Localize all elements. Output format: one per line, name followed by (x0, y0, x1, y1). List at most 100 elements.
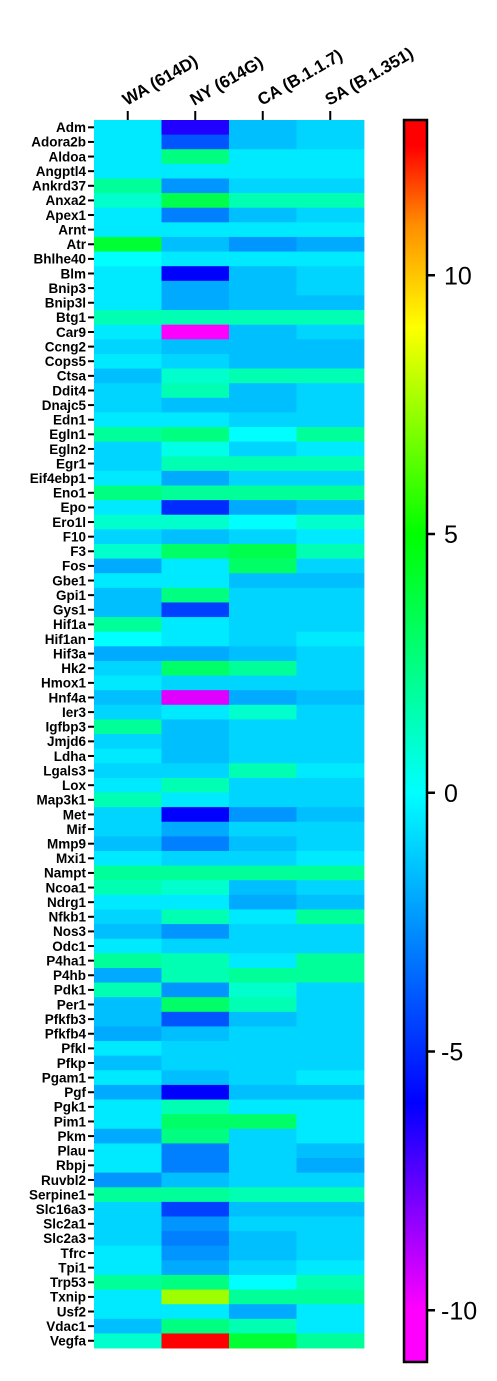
heatmap-cell (161, 967, 230, 983)
row-label: Ier3 (62, 705, 87, 720)
heatmap-cell (296, 543, 365, 559)
row-label: Trp53 (50, 1275, 87, 1290)
heatmap-cell (296, 734, 365, 750)
heatmap-cell (94, 383, 162, 399)
heatmap-cell (161, 573, 230, 589)
heatmap-cell (161, 456, 230, 472)
heatmap-cell (161, 646, 230, 662)
heatmap-cell (94, 1231, 162, 1247)
column-labels: WA (614D)NY (614G)CA (B.1.1.7)SA (B.1.35… (119, 44, 417, 120)
heatmap-cell (94, 938, 162, 954)
heatmap-cell (229, 953, 297, 969)
row-label: Bnip3 (48, 281, 86, 296)
heatmap-cell (161, 982, 230, 998)
row-label: Egr1 (56, 456, 87, 471)
heatmap-cell (296, 456, 365, 472)
heatmap-cell (229, 1216, 297, 1232)
row-label: Pfkfb4 (45, 1027, 87, 1042)
colorbar-tick-label: -5 (441, 1039, 463, 1067)
heatmap-cell (94, 967, 162, 983)
heatmap-cell (229, 1026, 297, 1042)
row-label: Serpine1 (29, 1187, 87, 1202)
row-label: Angptl4 (36, 164, 87, 179)
heatmap-cell (94, 441, 162, 457)
row-label: Aldoa (48, 149, 86, 164)
heatmap-cell (161, 1187, 230, 1203)
heatmap-cell (229, 120, 297, 136)
heatmap-cell (94, 1055, 162, 1071)
heatmap-cell (229, 1187, 297, 1203)
heatmap-cell (94, 134, 162, 150)
heatmap-cell (229, 1318, 297, 1334)
heatmap-cell (296, 602, 365, 618)
heatmap-cell (229, 894, 297, 910)
heatmap-cell (229, 266, 297, 282)
heatmap-cell (94, 397, 162, 413)
row-label: Eno1 (53, 486, 86, 501)
heatmap-cell (94, 120, 162, 136)
heatmap-cell (161, 1041, 230, 1057)
heatmap-cell (94, 178, 162, 194)
heatmap-cell (229, 543, 297, 559)
heatmap-cell (229, 821, 297, 837)
heatmap-cell (229, 660, 297, 676)
heatmap-cell (296, 295, 365, 311)
heatmap-cell (94, 646, 162, 662)
heatmap-cell (296, 924, 365, 940)
heatmap-cell (229, 353, 297, 369)
heatmap-cell (296, 178, 365, 194)
heatmap-cell (296, 1333, 365, 1349)
heatmap-cell (229, 339, 297, 355)
heatmap-cell (161, 134, 230, 150)
heatmap-cell (161, 1055, 230, 1071)
heatmap-cell (296, 1172, 365, 1188)
heatmap-cell (161, 324, 230, 340)
heatmap-cell (229, 207, 297, 223)
heatmap-cell (161, 470, 230, 486)
heatmap-cell (161, 1245, 230, 1261)
heatmap-cell (161, 1128, 230, 1144)
heatmap-cell (94, 1099, 162, 1115)
heatmap-cell (229, 149, 297, 165)
heatmap-cell (296, 836, 365, 852)
heatmap-cell (94, 1128, 162, 1144)
heatmap-cell (161, 295, 230, 311)
heatmap-cell (296, 1289, 365, 1305)
row-label: Ero1l (52, 515, 86, 530)
heatmap-cell (94, 982, 162, 998)
row-label: F10 (63, 529, 86, 544)
heatmap-cell (229, 280, 297, 296)
row-label: Txnip (50, 1290, 86, 1305)
row-label: Pkm (57, 1129, 86, 1144)
heatmap-cell (161, 280, 230, 296)
row-label: Mif (67, 822, 87, 837)
heatmap-cell (94, 631, 162, 647)
heatmap-cell (94, 602, 162, 618)
heatmap-cell (296, 412, 365, 428)
heatmap-cell (229, 470, 297, 486)
heatmap-cell (229, 836, 297, 852)
heatmap-cell (161, 558, 230, 574)
row-label: Car9 (56, 325, 86, 340)
row-label: Gbe1 (52, 573, 86, 588)
heatmap-cell (229, 675, 297, 691)
heatmap-cell (161, 909, 230, 925)
heatmap-cell (229, 1099, 297, 1115)
heatmap-cell (161, 383, 230, 399)
heatmap-cell (229, 1260, 297, 1276)
heatmap-cell (161, 1172, 230, 1188)
heatmap-cell (229, 310, 297, 326)
heatmap-cell (94, 543, 162, 559)
row-label: Slc2a1 (43, 1217, 86, 1232)
heatmap-cell (296, 397, 365, 413)
row-labels: AdmAdora2bAldoaAngptl4Ankrd37Anxa2Apex1A… (29, 120, 94, 1349)
heatmap-cell (296, 1055, 365, 1071)
heatmap-cell (161, 734, 230, 750)
row-label: Tpi1 (58, 1260, 86, 1275)
heatmap-cell (296, 967, 365, 983)
colorbar-tick-label: 5 (444, 521, 458, 549)
heatmap-cell (161, 514, 230, 530)
row-label: Bnip3l (45, 296, 86, 311)
heatmap-cell (94, 865, 162, 881)
heatmap-cell (161, 1070, 230, 1086)
